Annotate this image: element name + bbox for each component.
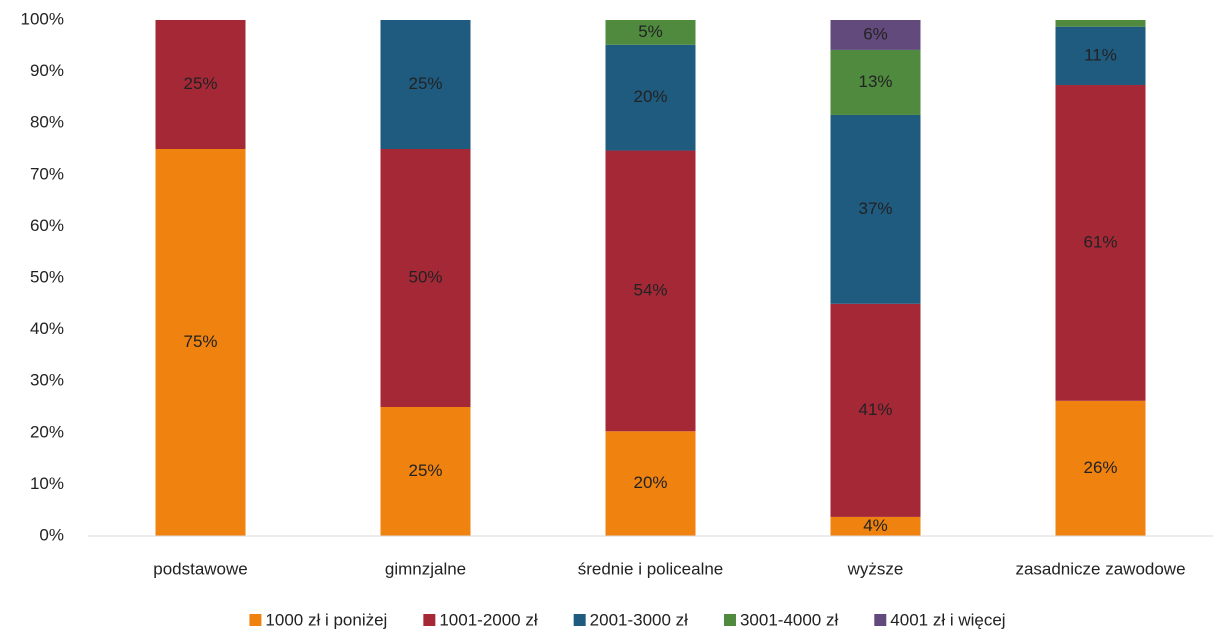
legend-swatch	[723, 614, 736, 626]
data-label: 61%	[1083, 232, 1117, 251]
bar-segment	[605, 431, 696, 536]
bar-segment	[380, 149, 471, 407]
bar-segment	[380, 407, 471, 536]
data-label: 75%	[183, 332, 217, 351]
data-label: 20%	[633, 473, 667, 492]
bar-segment	[830, 516, 921, 536]
bar-segment	[1055, 20, 1146, 27]
legend-label: 1000 zł i poniżej	[265, 610, 387, 629]
data-label: 20%	[633, 87, 667, 106]
x-tick-label: gimnzjalne	[385, 559, 466, 578]
y-tick-label: 100%	[21, 9, 64, 28]
y-tick-label: 60%	[30, 216, 64, 235]
bar-segment	[830, 114, 921, 304]
legend-swatch	[249, 614, 262, 626]
data-label: 25%	[183, 74, 217, 93]
y-tick-label: 80%	[30, 113, 64, 132]
y-tick-label: 70%	[30, 164, 64, 183]
y-tick-label: 30%	[30, 371, 64, 390]
y-tick-label: 20%	[30, 422, 64, 441]
bar-segment	[1055, 26, 1146, 86]
data-label: 4%	[863, 516, 888, 535]
legend-swatch	[573, 614, 586, 626]
y-tick-label: 40%	[30, 319, 64, 338]
bar-segment	[380, 20, 471, 149]
x-tick-label: zasadnicze zawodowe	[1015, 559, 1185, 578]
legend-label: 4001 zł i więcej	[890, 610, 1005, 629]
y-tick-label: 0%	[39, 525, 64, 544]
bar-segment	[605, 20, 696, 45]
bar-segment	[1055, 400, 1146, 536]
x-tick-label: wyższe	[847, 559, 904, 578]
bar-segment	[605, 150, 696, 432]
y-tick-label: 50%	[30, 267, 64, 286]
data-label: 13%	[858, 72, 892, 91]
legend-label: 3001-4000 zł	[740, 610, 839, 629]
bar-segment	[155, 20, 246, 149]
bar-segment	[605, 44, 696, 151]
x-tick-label: podstawowe	[153, 559, 248, 578]
bar-segment	[155, 149, 246, 536]
data-label: 50%	[408, 267, 442, 286]
legend-label: 2001-3000 zł	[590, 610, 689, 629]
bar-segment	[830, 49, 921, 115]
legend-swatch	[423, 614, 436, 626]
bar-segment	[830, 20, 921, 50]
data-label: 5%	[638, 22, 663, 41]
legend-swatch	[874, 614, 887, 626]
y-tick-label: 10%	[30, 474, 64, 493]
data-label: 25%	[408, 461, 442, 480]
data-label: 37%	[858, 199, 892, 218]
data-label: 41%	[858, 400, 892, 419]
data-label: 25%	[408, 74, 442, 93]
data-label: 6%	[863, 24, 888, 43]
data-label: 26%	[1083, 458, 1117, 477]
bar-segment	[830, 303, 921, 517]
data-label: 54%	[633, 280, 667, 299]
y-tick-label: 90%	[30, 61, 64, 80]
data-label: 11%	[1084, 45, 1117, 64]
legend-label: 1001-2000 zł	[439, 610, 538, 629]
x-tick-label: średnie i policealne	[578, 559, 724, 578]
bar-segment	[1055, 85, 1146, 401]
